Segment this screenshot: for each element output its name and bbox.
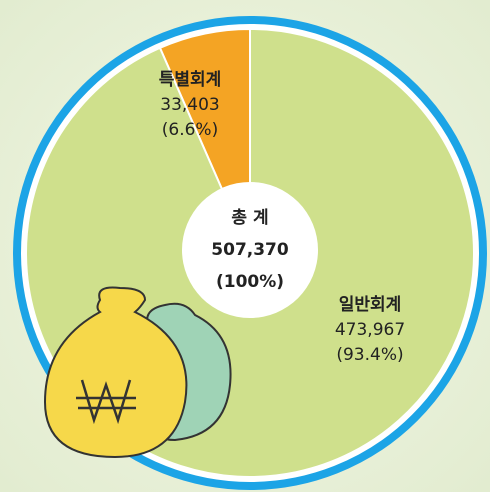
slice-percent: (6.6%) xyxy=(162,120,218,140)
slice-percent: (93.4%) xyxy=(336,345,403,365)
slice-value: 33,403 xyxy=(160,95,219,115)
total-percent: (100%) xyxy=(216,272,284,292)
slice-label: 일반회계 xyxy=(339,295,402,315)
slice-value: 473,967 xyxy=(335,320,405,340)
slice-label: 특별회계 xyxy=(159,70,222,90)
total-title: 총 계 xyxy=(231,208,268,228)
total-value: 507,370 xyxy=(211,240,289,260)
chart: 총 계 507,370 (100%) 특별회계 33,403 (6.6%) 일반회계 4… xyxy=(0,0,490,492)
